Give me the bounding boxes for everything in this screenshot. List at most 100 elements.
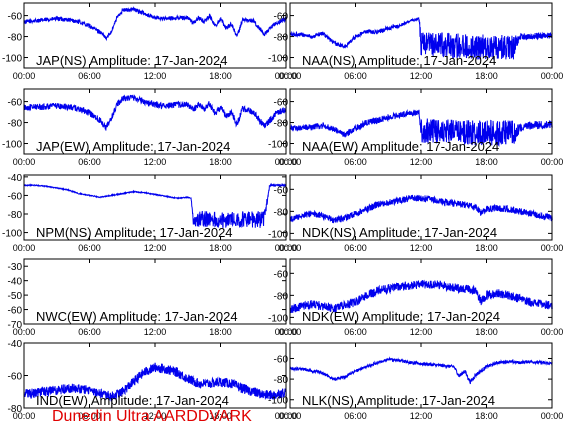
x-tick-label: 12:00: [410, 411, 433, 421]
panel-title: NPM(NS) Amplitude: 17-Jan-2024: [36, 225, 233, 240]
y-tick-label: -100: [2, 54, 22, 65]
y-tick-label: -100: [2, 140, 22, 151]
y-tick-label: -100: [268, 313, 288, 324]
y-tick-label: -60: [8, 372, 23, 383]
y-tick-label: -80: [8, 119, 23, 130]
x-tick-label: 12:00: [410, 71, 433, 81]
x-tick-label: 18:00: [475, 243, 498, 253]
y-tick-label: -40: [8, 339, 23, 350]
x-tick-label: 06:00: [78, 327, 101, 337]
y-tick-label: -100: [268, 140, 288, 151]
panel-title: JAP(NS) Amplitude: 17-Jan-2024: [36, 53, 227, 68]
x-tick-label: 12:00: [144, 157, 167, 167]
x-tick-label: 12:00: [410, 243, 433, 253]
y-tick-label: -80: [274, 291, 289, 302]
y-tick-label: -60: [274, 269, 289, 280]
series-line: [289, 194, 553, 224]
y-tick-label: -80: [8, 210, 23, 221]
x-tick-label: 06:00: [78, 243, 101, 253]
x-tick-label: 00:00: [541, 327, 564, 337]
y-tick-label: -100: [268, 229, 288, 240]
x-tick-label: 18:00: [209, 71, 232, 81]
x-tick-label: 00:00: [279, 243, 302, 253]
x-tick-label: 12:00: [410, 157, 433, 167]
panel-title: NWC(EW) Amplitude: 17-Jan-2024: [36, 309, 238, 324]
y-tick-label: -60: [8, 191, 23, 202]
x-tick-label: 06:00: [344, 71, 367, 81]
x-tick-label: 06:00: [78, 71, 101, 81]
y-tick-label: -80: [8, 33, 23, 44]
x-tick-label: 00:00: [275, 327, 298, 337]
y-tick-label: -80: [8, 404, 23, 415]
x-tick-label: 00:00: [541, 157, 564, 167]
panel-title: NDK(EW) Amplitude: 17-Jan-2024: [302, 309, 500, 324]
x-tick-label: 00:00: [279, 411, 302, 421]
x-tick-label: 00:00: [279, 157, 302, 167]
y-tick-label: -60: [274, 12, 289, 23]
y-tick-label: -80: [274, 207, 289, 218]
y-tick-label: -80: [274, 33, 289, 44]
series-line: [23, 362, 287, 402]
x-tick-label: 06:00: [344, 243, 367, 253]
y-tick-label: -100: [2, 229, 22, 240]
y-tick-label: -100: [268, 396, 288, 407]
x-tick-label: 18:00: [209, 243, 232, 253]
x-tick-label: 06:00: [78, 411, 101, 421]
x-tick-label: 00:00: [541, 411, 564, 421]
y-tick-label: -60: [8, 98, 23, 109]
x-tick-label: 00:00: [541, 243, 564, 253]
x-tick-label: 06:00: [78, 157, 101, 167]
series-line: [23, 5, 287, 42]
x-tick-label: 00:00: [13, 411, 36, 421]
x-tick-label: 12:00: [144, 327, 167, 337]
y-tick-label: -60: [274, 354, 289, 365]
panel-title: NDK(NS) Amplitude: 17-Jan-2024: [302, 225, 497, 240]
panel-title: IND(EW) Amplitude: 17-Jan-2024: [36, 393, 229, 408]
y-tick-label: -60: [8, 12, 23, 23]
y-tick-label: -60: [274, 185, 289, 196]
x-tick-label: 00:00: [541, 71, 564, 81]
x-tick-label: 18:00: [209, 411, 232, 421]
x-tick-label: 18:00: [475, 411, 498, 421]
x-tick-label: 00:00: [275, 411, 298, 421]
x-tick-label: 00:00: [13, 157, 36, 167]
x-tick-label: 18:00: [475, 71, 498, 81]
x-tick-label: 00:00: [275, 157, 298, 167]
x-tick-label: 18:00: [209, 157, 232, 167]
panel-title: NAA(EW) Amplitude: 17-Jan-2024: [302, 139, 499, 154]
y-tick-label: -50: [8, 291, 23, 302]
y-tick-label: -60: [8, 306, 23, 317]
x-tick-label: 18:00: [209, 327, 232, 337]
x-tick-label: 00:00: [13, 327, 36, 337]
panel-title: NLK(NS) Amplitude: 17-Jan-2024: [302, 393, 495, 408]
x-tick-label: 12:00: [144, 243, 167, 253]
y-tick-label: -80: [274, 375, 289, 386]
y-tick-label: -40: [8, 277, 23, 288]
y-tick-label: -70: [8, 320, 23, 331]
x-tick-label: 00:00: [279, 327, 302, 337]
y-tick-label: -30: [8, 262, 23, 273]
x-tick-label: 18:00: [475, 327, 498, 337]
series-line: [23, 182, 287, 229]
x-tick-label: 00:00: [275, 243, 298, 253]
x-tick-label: 12:00: [144, 71, 167, 81]
y-tick-label: -40: [8, 173, 23, 184]
y-tick-label: -60: [274, 98, 289, 109]
x-tick-label: 00:00: [13, 243, 36, 253]
series-line: [289, 16, 553, 60]
x-tick-label: 12:00: [410, 327, 433, 337]
footer-label: Dunedin Ultra AARDDVARK: [52, 408, 252, 425]
x-tick-label: 00:00: [13, 71, 36, 81]
series-line: [289, 109, 553, 147]
x-tick-label: 06:00: [344, 327, 367, 337]
